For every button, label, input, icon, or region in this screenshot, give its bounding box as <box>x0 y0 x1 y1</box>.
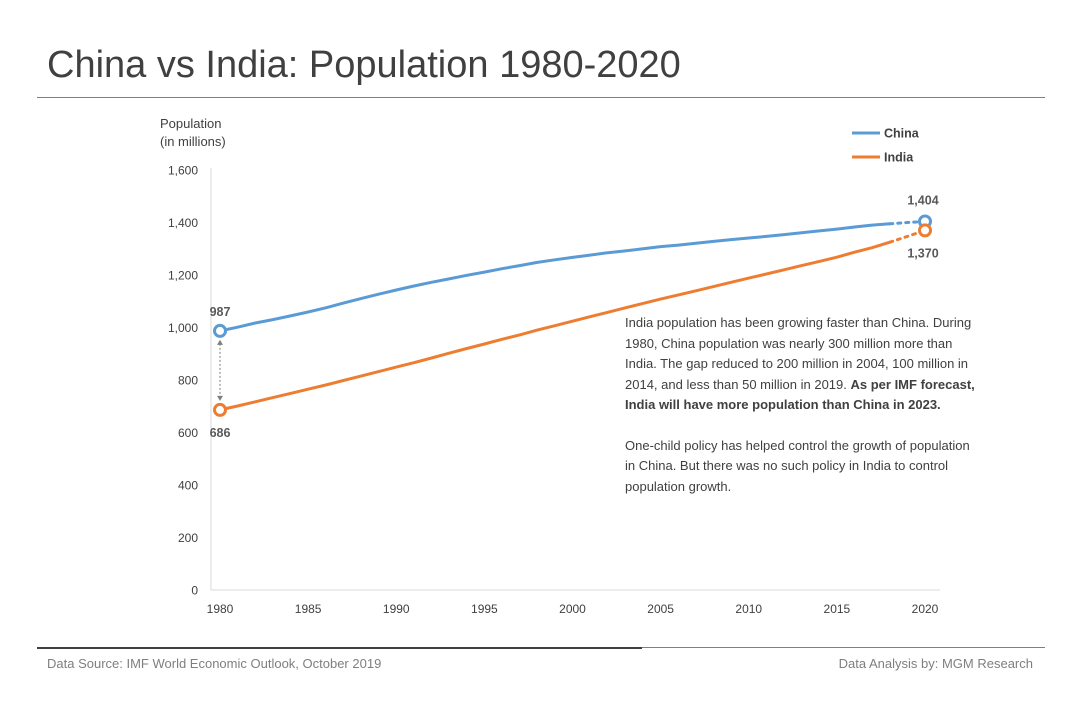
india-end-label: 1,370 <box>907 246 938 260</box>
china-end-label: 1,404 <box>907 193 938 207</box>
y-axis-title: Population (in millions) <box>160 115 226 151</box>
x-tick-label: 1990 <box>383 602 410 616</box>
y-tick-label: 1,200 <box>168 269 198 283</box>
chart-data-labels: 987 1,404 686 1,370 <box>210 193 939 439</box>
page-title: China vs India: Population 1980-2020 <box>47 44 681 86</box>
x-tick-label: 2000 <box>559 602 586 616</box>
china-series-line <box>218 222 892 333</box>
y-tick-label: 1,400 <box>168 216 198 230</box>
x-tick-label: 1985 <box>295 602 322 616</box>
y-tick-label: 200 <box>178 531 198 545</box>
legend-label-india: India <box>884 151 914 165</box>
annotation-paragraph-1: India population has been growing faster… <box>625 313 975 416</box>
y-tick-label: 1,600 <box>168 164 198 178</box>
x-tick-label: 2015 <box>824 602 851 616</box>
india-start-marker <box>213 402 227 417</box>
title-divider <box>37 97 1045 98</box>
y-tick-label: 600 <box>178 426 198 440</box>
india-series-line <box>218 240 892 412</box>
india-end-marker <box>918 223 932 238</box>
footer-data-source: Data Source: IMF World Economic Outlook,… <box>47 656 382 671</box>
x-tick-label: 1995 <box>471 602 498 616</box>
y-tick-label: 800 <box>178 374 198 388</box>
china-forecast-line <box>888 220 927 226</box>
annotation-paragraph-2: One-child policy has helped control the … <box>625 437 970 494</box>
y-tick-label: 1,000 <box>168 321 198 335</box>
india-start-label: 686 <box>210 426 231 440</box>
y-tick-label: 0 <box>191 584 198 598</box>
x-tick-label: 2010 <box>735 602 762 616</box>
china-start-marker <box>213 323 227 338</box>
chart-series <box>213 214 932 417</box>
x-tick-label: 1980 <box>207 602 234 616</box>
x-tick-label: 2020 <box>912 602 939 616</box>
x-tick-label: 2005 <box>647 602 674 616</box>
gap-arrow-head-top <box>217 339 223 345</box>
annotation-paragraph-1-text: India population has been growing faster… <box>625 315 972 392</box>
gap-arrow-head-bottom <box>217 395 223 401</box>
y-axis-title-line1: Population <box>160 116 222 131</box>
chart-legend[interactable]: China India <box>852 127 920 165</box>
y-tick-label: 400 <box>178 479 198 493</box>
china-start-label: 987 <box>210 305 231 319</box>
y-axis-title-line2: (in millions) <box>160 134 226 149</box>
footer-divider-accent <box>37 647 642 649</box>
footer-credit: Data Analysis by: MGM Research <box>838 656 1033 671</box>
chart-axes: 0 200 400 600 800 1,000 1,200 1,400 1,600 1980 198… <box>168 164 940 616</box>
annotation-text-box: India population has been growing faster… <box>625 313 975 497</box>
annotation-paragraph-1-bold: As per IMF forecast, India will have mor… <box>625 376 975 413</box>
legend-label-china: China <box>884 127 920 141</box>
